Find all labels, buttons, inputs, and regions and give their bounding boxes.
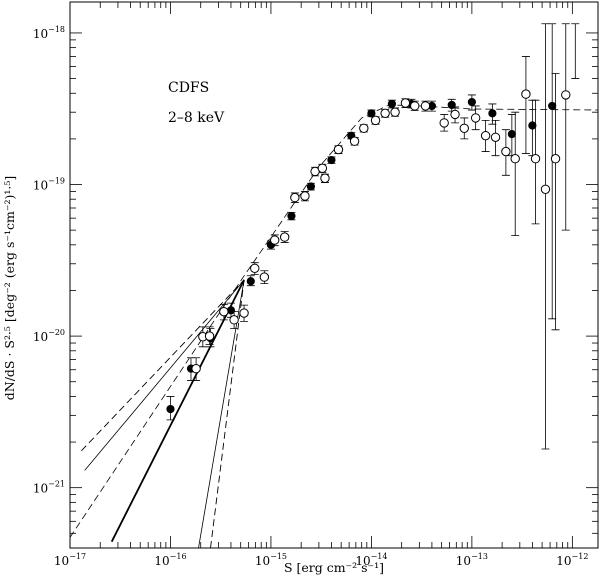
point-filled — [306, 182, 316, 191]
point-filled — [447, 100, 456, 110]
point-open — [390, 107, 400, 117]
point-filled — [488, 109, 497, 118]
point-filled — [166, 404, 175, 414]
error-bar — [571, 23, 580, 79]
point-open — [501, 146, 511, 157]
model-line-2 — [110, 279, 245, 543]
point-filled — [528, 121, 537, 130]
point-open — [290, 192, 300, 203]
point-open — [317, 163, 328, 173]
x-tick-label: 10−15 — [255, 552, 287, 568]
point-filled — [226, 306, 236, 315]
data-points — [166, 89, 571, 414]
point-open — [521, 89, 531, 99]
point-open — [333, 144, 344, 155]
point-open — [300, 191, 310, 201]
point-open — [561, 90, 571, 100]
point-open — [439, 118, 449, 128]
y-tick-label: 10−19 — [33, 177, 65, 193]
point-open — [370, 115, 381, 126]
point-open — [219, 306, 229, 317]
axis-ticks — [69, 2, 598, 549]
error-bar — [561, 23, 570, 231]
point-open — [490, 132, 501, 142]
x-tick-label: 10−12 — [556, 552, 588, 568]
model-line-3 — [84, 279, 245, 471]
annotation-band: 2–8 keV — [168, 110, 225, 126]
point-open — [191, 363, 201, 374]
x-axis-label: S [erg cm⁻² s⁻¹] — [284, 560, 384, 575]
point-filled — [287, 211, 296, 221]
point-filled — [467, 97, 476, 107]
error-bar — [548, 23, 557, 320]
point-filled — [507, 130, 516, 139]
point-filled — [548, 101, 557, 111]
error-bar — [541, 23, 550, 450]
point-open — [480, 130, 491, 141]
point-open — [349, 136, 360, 146]
point-filled — [387, 99, 397, 109]
point-open — [250, 263, 260, 274]
point-open — [470, 113, 481, 123]
point-filled — [327, 155, 336, 165]
point-open — [239, 308, 249, 318]
point-open — [400, 98, 411, 108]
x-tick-label: 10−13 — [456, 552, 488, 568]
x-tick-label: 10−17 — [54, 552, 86, 568]
x-tick-label: 10−16 — [154, 552, 186, 568]
y-tick-label: 10−18 — [33, 25, 65, 41]
error-bar — [551, 73, 560, 331]
point-open — [270, 235, 280, 245]
x-tick-label: 10−14 — [355, 552, 387, 568]
error-bar — [521, 56, 530, 154]
point-open — [410, 101, 420, 111]
point-open — [550, 154, 561, 164]
point-open — [420, 101, 431, 111]
point-open — [540, 184, 551, 194]
tick-labels: 10−17 10−16 10−15 10−14 10−13 10−12 10−21 10−20… — [33, 25, 589, 568]
y-tick-label: 10−20 — [33, 328, 65, 344]
model-line-6 — [210, 279, 245, 548]
point-open — [320, 173, 330, 183]
point-open — [530, 154, 541, 164]
y-axis-label: dN/dS · S²·⁵ [deg⁻² (erg s⁻¹cm⁻²)¹·⁵] — [2, 176, 17, 401]
plot-frame — [69, 1, 599, 549]
point-open — [510, 154, 520, 164]
y-tick-label: 10−21 — [33, 480, 65, 496]
annotation-field: CDFS — [168, 80, 209, 96]
point-open — [279, 232, 290, 242]
point-open — [459, 123, 469, 133]
point-filled — [246, 277, 255, 286]
model-line-5 — [198, 279, 245, 548]
point-open — [450, 109, 460, 120]
model-line-4 — [81, 279, 245, 452]
point-filled — [367, 109, 376, 118]
model-line-1 — [70, 104, 598, 538]
point-open — [359, 123, 369, 133]
model-lines — [70, 104, 598, 548]
point-open — [259, 272, 270, 282]
point-open — [380, 108, 390, 119]
point-open — [229, 315, 239, 325]
point-open — [204, 331, 215, 341]
error-bars — [166, 23, 580, 450]
